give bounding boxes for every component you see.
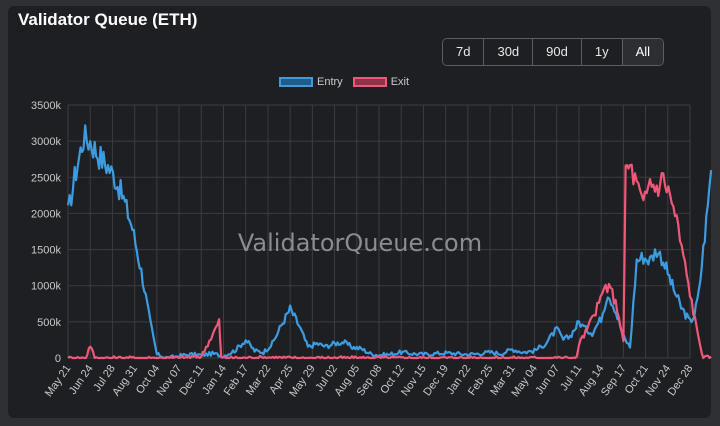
y-tick-label: 2000k <box>31 208 61 220</box>
range-button-all[interactable]: All <box>622 39 664 65</box>
legend-label-exit: Exit <box>390 76 410 88</box>
legend-swatch-exit <box>352 77 387 87</box>
range-button-90d[interactable]: 90d <box>533 39 582 65</box>
legend-exit[interactable]: Exit <box>352 76 410 88</box>
y-tick-label: 1000k <box>31 281 61 293</box>
range-button-7d[interactable]: 7d <box>443 39 485 65</box>
chart-legend: Entry Exit <box>279 76 409 88</box>
y-tick-label: 0 <box>55 353 61 365</box>
x-tick-label: Jun 24 <box>67 363 96 397</box>
legend-entry[interactable]: Entry <box>279 76 343 88</box>
x-tick-label: May 21 <box>43 363 74 399</box>
range-button-30d[interactable]: 30d <box>484 39 534 65</box>
x-tick-label: Jun 07 <box>533 363 562 397</box>
watermark-text: ValidatorQueue.com <box>238 229 482 257</box>
y-tick-label: 3000k <box>31 136 61 148</box>
y-tick-label: 1500k <box>31 245 61 257</box>
range-button-1y[interactable]: 1y <box>581 39 623 65</box>
y-tick-label: 500k <box>37 317 61 329</box>
exit-series-line <box>67 163 712 360</box>
legend-label-entry: Entry <box>317 76 343 88</box>
legend-swatch-entry <box>279 77 313 87</box>
y-tick-label: 3500k <box>31 100 61 112</box>
range-selector: 7d 30d 90d 1y All <box>442 38 665 66</box>
y-tick-label: 2500k <box>31 172 61 184</box>
page-title: Validator Queue (ETH) <box>18 10 198 29</box>
